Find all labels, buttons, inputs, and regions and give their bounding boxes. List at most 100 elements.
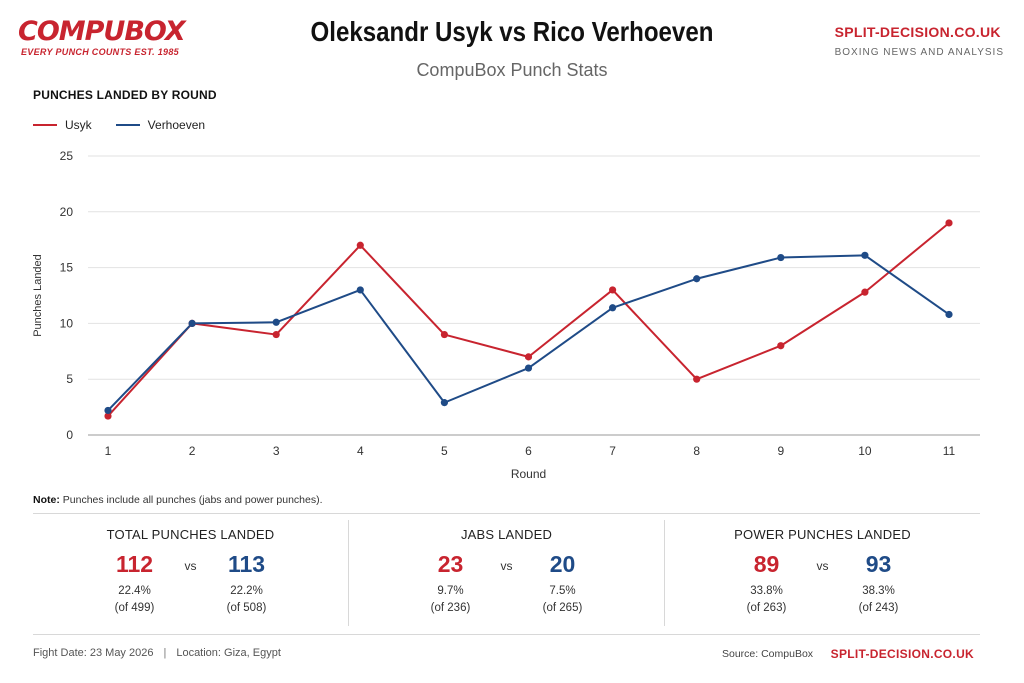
source-credit: Source: CompuBox: [722, 648, 814, 660]
data-point-verhoeven: [693, 275, 701, 283]
data-point-verhoeven: [861, 251, 869, 259]
stat-usyk: 89 33.8% (of 263): [726, 550, 808, 614]
legend-swatch-verhoeven: [115, 124, 140, 126]
stat-jabs: JABS LANDED 23 9.7% (of 236) vs 20 7.5% …: [348, 520, 664, 626]
header: COMPUBOX EVERY PUNCH COUNTS EST. 1985 Ol…: [0, 0, 1024, 85]
stat-title: JABS LANDED: [460, 527, 553, 542]
footer-separator: |: [163, 647, 167, 659]
data-point-usyk: [861, 288, 869, 296]
x-tick-label: 10: [858, 444, 872, 458]
stat-verhoeven: 20 7.5% (of 265): [522, 550, 604, 614]
fight-info: Fight Date: 23 May 2026 | Location: Giza, …: [33, 647, 281, 659]
x-tick-label: 7: [609, 444, 616, 458]
data-point-verhoeven: [272, 318, 280, 326]
stat-of-usyk: (of 263): [746, 602, 787, 614]
data-point-verhoeven: [524, 364, 533, 372]
stat-of-usyk: (of 236): [430, 602, 471, 614]
fight-date: Fight Date: 23 May 2026: [33, 647, 154, 659]
y-tick-label: 5: [66, 372, 73, 386]
data-point-verhoeven: [104, 406, 112, 415]
footer-site-name: SPLIT-DECISION.CO.UK: [830, 647, 974, 661]
stat-pct-verhoeven: 7.5%: [549, 585, 576, 597]
fight-location: Location: Giza, Egypt: [176, 647, 281, 659]
stat-value-verhoeven: 93: [865, 551, 892, 577]
chart-heading: PUNCHES LANDED BY ROUND: [33, 88, 217, 102]
stat-row: 23 9.7% (of 236) vs 20 7.5% (of 265): [349, 550, 664, 614]
series-line-usyk: [107, 222, 950, 417]
x-axis-label: Round: [511, 467, 546, 481]
x-tick-label: 5: [441, 444, 448, 458]
data-point-usyk: [272, 330, 280, 339]
legend-item-usyk: Usyk: [33, 118, 92, 132]
stat-of-verhoeven: (of 508): [226, 602, 267, 614]
legend-item-verhoeven: Verhoeven: [115, 118, 206, 132]
data-point-usyk: [440, 330, 448, 339]
stats-panel: TOTAL PUNCHES LANDED 112 22.4% (of 499) …: [33, 520, 980, 626]
data-point-verhoeven: [356, 286, 364, 294]
stat-value-usyk: 23: [437, 551, 464, 577]
stat-power-punches: POWER PUNCHES LANDED 89 33.8% (of 263) v…: [664, 520, 980, 626]
stat-value-usyk: 112: [115, 551, 154, 577]
stat-pct-verhoeven: 38.3%: [862, 585, 895, 597]
stat-pct-usyk: 9.7%: [437, 585, 464, 597]
chart-note: Note: Punches include all punches (jabs …: [33, 494, 323, 506]
data-point-usyk: [609, 286, 617, 294]
x-tick-label: 1: [105, 444, 112, 458]
y-axis-label: Punches Landed: [32, 254, 44, 337]
stat-pct-verhoeven: 22.2%: [230, 585, 263, 597]
stat-title: POWER PUNCHES LANDED: [734, 527, 911, 542]
note-label: Note:: [33, 494, 60, 506]
stat-value-verhoeven: 113: [227, 551, 266, 577]
y-tick-label: 25: [60, 149, 74, 163]
stat-pct-usyk: 33.8%: [750, 585, 783, 597]
stat-of-verhoeven: (of 265): [542, 602, 583, 614]
data-point-usyk: [104, 412, 112, 420]
data-point-usyk: [945, 219, 953, 227]
chart-legend: Usyk Verhoeven: [33, 118, 229, 132]
stat-vs: vs: [500, 559, 513, 573]
page-subtitle: CompuBox Punch Stats: [416, 60, 608, 80]
x-tick-label: 9: [777, 444, 784, 458]
x-tick-label: 8: [693, 444, 700, 458]
stat-of-usyk: (of 499): [114, 602, 155, 614]
stat-value-usyk: 89: [753, 551, 780, 577]
x-tick-label: 3: [273, 444, 280, 458]
y-tick-label: 0: [66, 428, 73, 442]
x-tick-label: 6: [525, 444, 532, 458]
data-point-usyk: [356, 241, 364, 249]
stat-vs: vs: [184, 559, 197, 573]
data-point-verhoeven: [609, 304, 617, 312]
data-point-usyk: [693, 375, 701, 383]
stat-verhoeven: 113 22.2% (of 508): [206, 550, 288, 614]
line-chart: 0 5 10 15 20 25 1 2 3 4 5 6 7 8 9 10 11 Round Punches Land…: [32, 149, 980, 481]
y-tick-label: 10: [60, 316, 74, 330]
legend-label-usyk: Usyk: [65, 118, 92, 132]
stat-total-punches: TOTAL PUNCHES LANDED 112 22.4% (of 499) …: [33, 520, 348, 626]
divider-bottom: [33, 634, 980, 635]
x-tick-label: 11: [943, 444, 956, 458]
stat-value-verhoeven: 20: [549, 551, 576, 577]
divider-top: [33, 513, 980, 514]
logo-text: COMPUBOX: [18, 16, 186, 47]
x-tick-label: 2: [189, 444, 196, 458]
stat-of-verhoeven: (of 243): [858, 602, 899, 614]
y-tick-label: 20: [60, 205, 74, 219]
page-title: Oleksandr Usyk vs Rico Verhoeven: [310, 16, 714, 47]
stat-usyk: 112 22.4% (of 499): [94, 550, 176, 614]
x-tick-label: 4: [357, 444, 364, 458]
stat-verhoeven: 93 38.3% (of 243): [838, 550, 920, 614]
compubox-logo: COMPUBOX EVERY PUNCH COUNTS EST. 1985: [18, 16, 186, 58]
data-point-verhoeven: [440, 399, 448, 407]
logo-tagline: EVERY PUNCH COUNTS EST. 1985: [21, 47, 179, 57]
site-name: SPLIT-DECISION.CO.UK: [834, 24, 1001, 40]
stat-row: 112 22.4% (of 499) vs 113 22.2% (of 508): [33, 550, 348, 614]
series-line-verhoeven: [107, 254, 950, 412]
stat-title: TOTAL PUNCHES LANDED: [106, 527, 275, 542]
stat-usyk: 23 9.7% (of 236): [410, 550, 492, 614]
data-point-usyk: [777, 342, 785, 350]
stat-vs: vs: [816, 559, 829, 573]
legend-label-verhoeven: Verhoeven: [147, 118, 206, 132]
stat-pct-usyk: 22.4%: [118, 585, 151, 597]
note-text: Punches include all punches (jabs and po…: [59, 494, 323, 506]
data-point-verhoeven: [945, 310, 953, 319]
